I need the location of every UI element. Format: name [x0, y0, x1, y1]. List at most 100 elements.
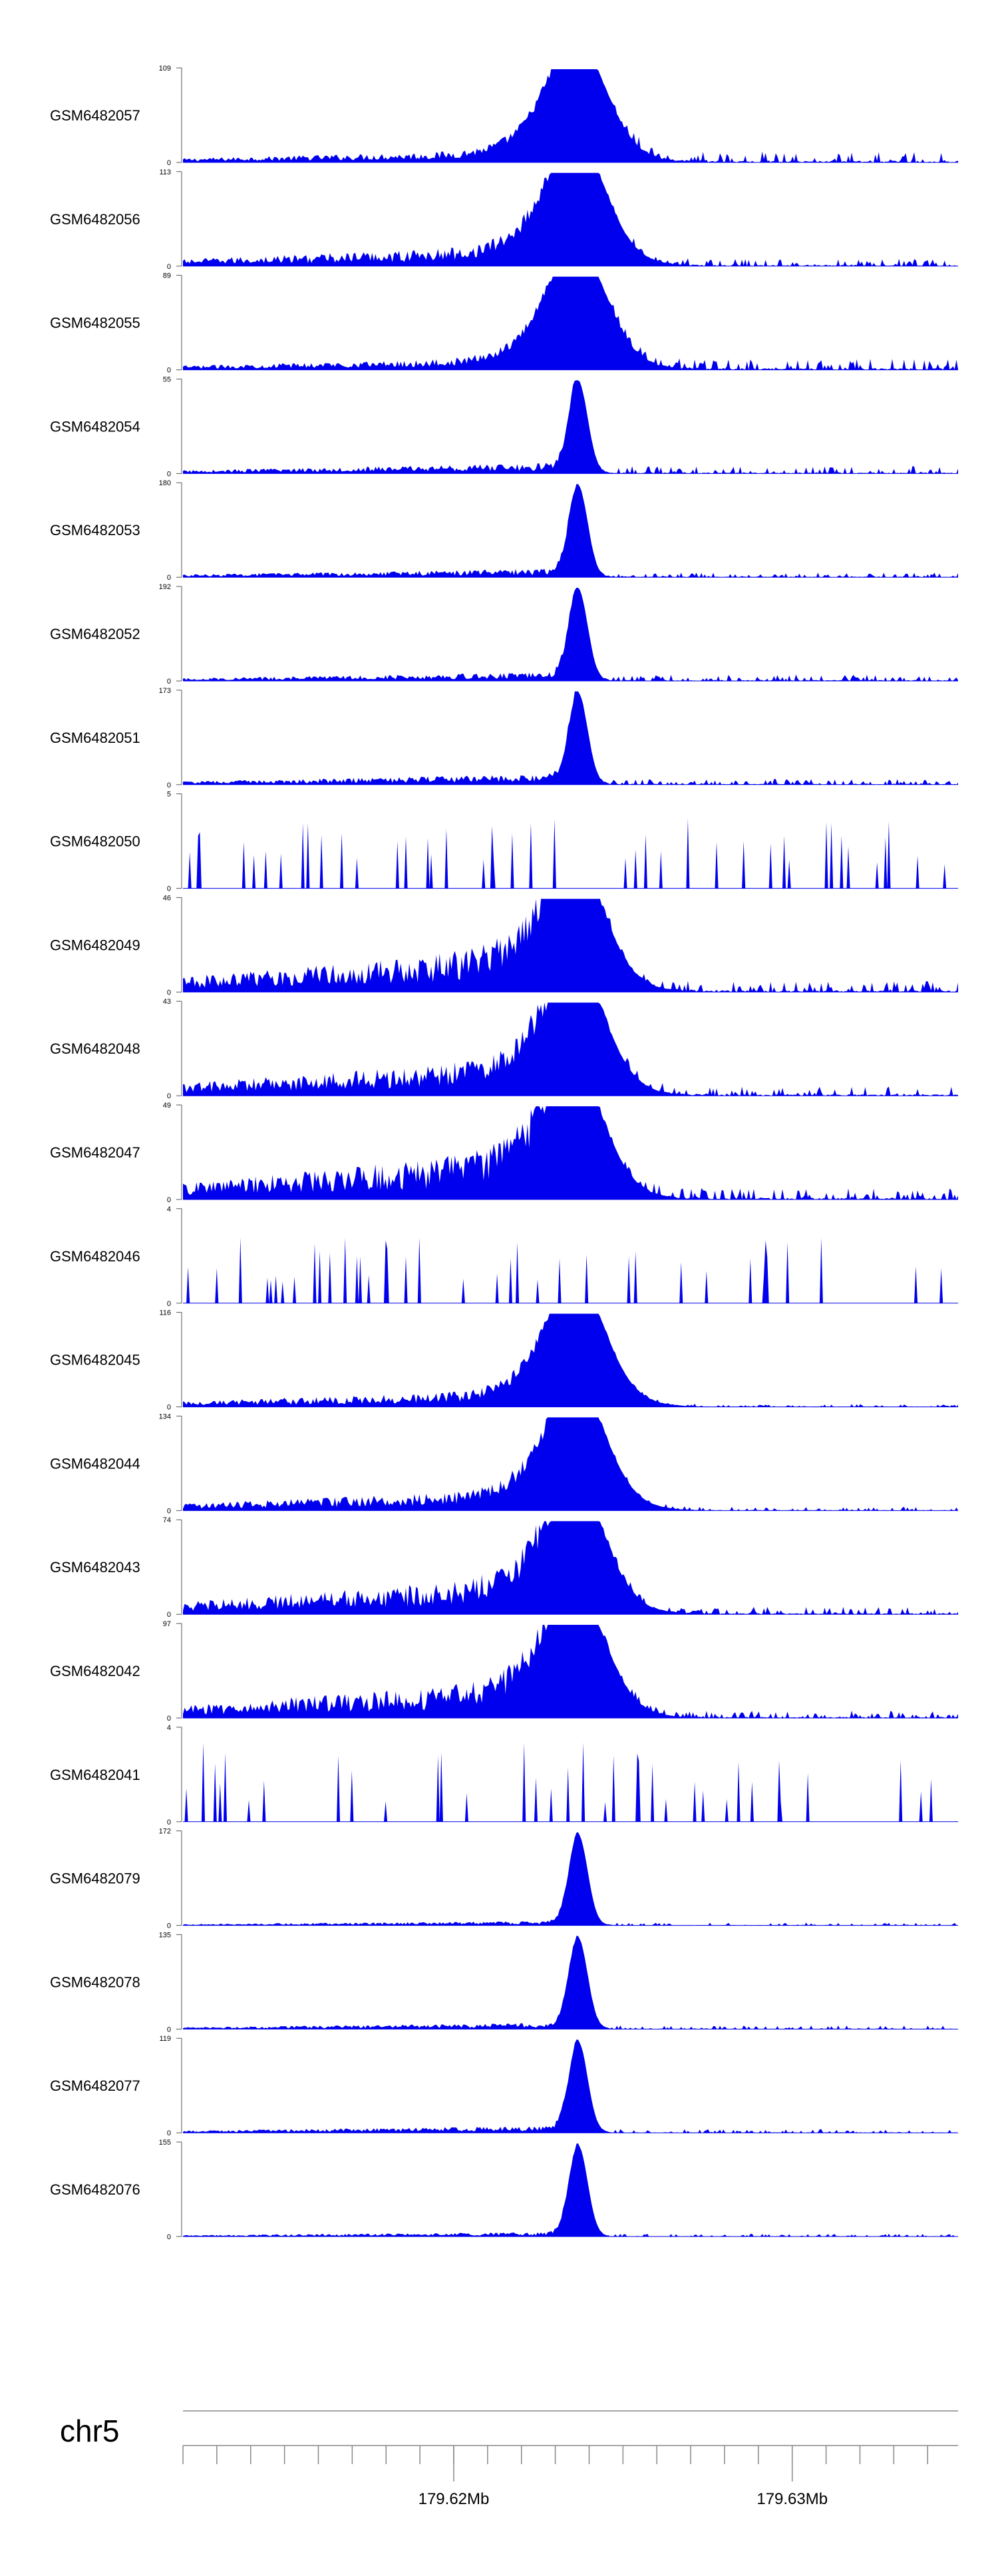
track-GSM6482043: GSM6482043 74 0: [50, 1516, 958, 1619]
track-GSM6482056: GSM6482056 113 0: [50, 168, 958, 271]
track-label: GSM6482047: [50, 1144, 140, 1161]
track-ymax-label: 119: [159, 2035, 171, 2043]
track-ymax-label: 134: [159, 1412, 171, 1420]
track-ymin-label: 0: [167, 1922, 171, 1930]
track-ymin-label: 0: [167, 2233, 171, 2241]
track-ymin-label: 0: [167, 1819, 171, 1826]
track-panel: GSM64820571090GSM64820561130GSM648205589…: [50, 65, 958, 2241]
track-ymin-label: 0: [167, 2129, 171, 2137]
track-GSM6482047: GSM6482047 49 0: [50, 1102, 958, 1204]
track-ymin-label: 0: [167, 159, 171, 167]
track-ymin-label: 0: [167, 988, 171, 996]
coverage-area: [183, 691, 958, 785]
ruler-tick-label: 179.63Mb: [756, 2490, 828, 2508]
track-ymax-label: 135: [159, 1931, 171, 1939]
coverage-area: [183, 818, 958, 889]
ruler-tick-label: 179.62Mb: [418, 2490, 490, 2508]
genome-ruler: chr5 179.62Mb 179.63Mb: [60, 2410, 958, 2508]
coverage-area: [183, 2039, 958, 2133]
track-label: GSM6482050: [50, 833, 140, 850]
track-label: GSM6482077: [50, 2077, 140, 2094]
track-label: GSM6482057: [50, 107, 140, 124]
track-ymin-label: 0: [167, 1300, 171, 1308]
track-label: GSM6482044: [50, 1455, 140, 1472]
track-GSM6482053: GSM6482053 180 0: [50, 479, 958, 582]
track-GSM6482052: GSM6482052 192 0: [50, 583, 958, 686]
track-label: GSM6482055: [50, 315, 140, 331]
track-label: GSM6482041: [50, 1767, 140, 1783]
track-GSM6482045: GSM6482045 116 0: [50, 1309, 958, 1412]
coverage-area: [183, 1106, 958, 1199]
track-ymax-label: 5: [167, 791, 171, 799]
coverage-area: [183, 276, 958, 370]
track-ymin-label: 0: [167, 263, 171, 271]
coverage-area: [183, 1832, 958, 1926]
coverage-area: [183, 1002, 958, 1096]
track-ymax-label: 192: [159, 583, 171, 591]
track-ymin-label: 0: [167, 678, 171, 686]
track-GSM6482076: GSM6482076 155 0: [50, 2139, 958, 2241]
track-GSM6482079: GSM6482079 172 0: [50, 1828, 958, 1930]
track-GSM6482046: GSM6482046 4 0: [50, 1205, 958, 1308]
track-ymax-label: 4: [167, 1724, 171, 1732]
coverage-area: [183, 899, 958, 992]
track-ymax-label: 74: [163, 1516, 171, 1524]
track-ymax-label: 46: [163, 894, 171, 902]
track-ymin-label: 0: [167, 1092, 171, 1100]
track-ymax-label: 89: [163, 272, 171, 280]
track-label: GSM6482042: [50, 1663, 140, 1679]
track-GSM6482041: GSM6482041 4 0: [50, 1724, 958, 1826]
coverage-area: [183, 1936, 958, 2030]
coverage-area: [183, 1521, 958, 1615]
track-label: GSM6482053: [50, 522, 140, 538]
track-ymin-label: 0: [167, 2026, 171, 2034]
track-label: GSM6482049: [50, 937, 140, 953]
track-GSM6482049: GSM6482049 46 0: [50, 894, 958, 996]
track-label: GSM6482056: [50, 211, 140, 228]
coverage-area: [183, 1417, 958, 1511]
track-ymin-label: 0: [167, 781, 171, 789]
track-label: GSM6482045: [50, 1352, 140, 1369]
track-ymax-label: 173: [159, 687, 171, 695]
coverage-area: [183, 1625, 958, 1718]
track-ymin-label: 0: [167, 1611, 171, 1619]
track-ymin-label: 0: [167, 470, 171, 478]
track-ymax-label: 4: [167, 1205, 171, 1213]
track-GSM6482077: GSM6482077 119 0: [50, 2035, 958, 2137]
track-ymin-label: 0: [167, 1715, 171, 1723]
track-ymax-label: 172: [159, 1828, 171, 1836]
track-GSM6482051: GSM6482051 173 0: [50, 687, 958, 789]
track-ymax-label: 155: [159, 2139, 171, 2147]
track-ymin-label: 0: [167, 885, 171, 893]
track-GSM6482044: GSM6482044 134 0: [50, 1412, 958, 1515]
coverage-area: [183, 1237, 958, 1303]
track-label: GSM6482079: [50, 1870, 140, 1887]
track-ymax-label: 180: [159, 479, 171, 487]
coverage-area: [183, 380, 958, 474]
coverage-area: [183, 1742, 958, 1822]
track-ymin-label: 0: [167, 574, 171, 582]
track-ymax-label: 97: [163, 1620, 171, 1628]
coverage-area: [183, 1313, 958, 1407]
track-ymin-label: 0: [167, 367, 171, 375]
track-ymax-label: 43: [163, 998, 171, 1006]
track-label: GSM6482076: [50, 2181, 140, 2198]
track-ymin-label: 0: [167, 1507, 171, 1515]
track-GSM6482048: GSM6482048 43 0: [50, 998, 958, 1100]
track-ymin-label: 0: [167, 1196, 171, 1204]
track-ymin-label: 0: [167, 1404, 171, 1412]
track-GSM6482055: GSM6482055 89 0: [50, 272, 958, 375]
track-ymax-label: 55: [163, 375, 171, 383]
track-label: GSM6482043: [50, 1559, 140, 1576]
track-GSM6482078: GSM6482078 135 0: [50, 1931, 958, 2034]
track-ymax-label: 49: [163, 1102, 171, 1110]
track-label: GSM6482046: [50, 1248, 140, 1265]
track-label: GSM6482054: [50, 418, 140, 435]
track-label: GSM6482052: [50, 626, 140, 642]
chromosome-label: chr5: [60, 2414, 119, 2448]
coverage-area: [183, 172, 958, 266]
coverage-area: [183, 484, 958, 578]
track-label: GSM6482051: [50, 730, 140, 746]
coverage-area: [183, 2143, 958, 2237]
